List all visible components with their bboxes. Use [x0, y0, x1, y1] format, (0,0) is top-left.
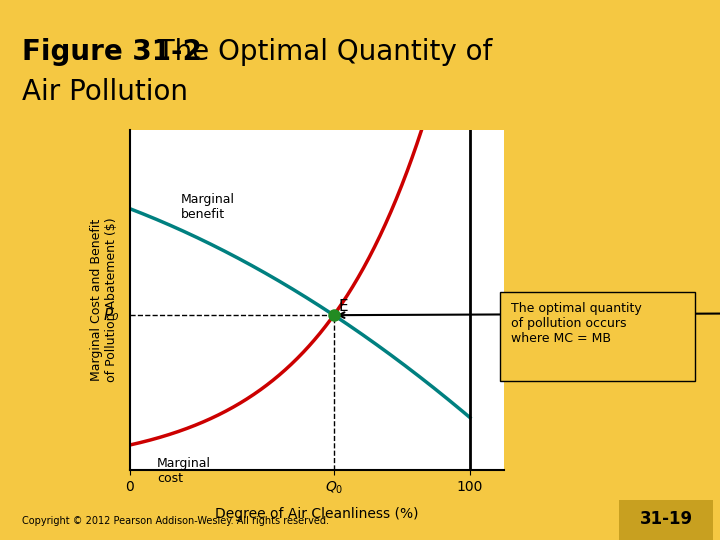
Text: E: E: [339, 299, 348, 314]
Y-axis label: Marginal Cost and Benefit
of Pollution Abatement ($): Marginal Cost and Benefit of Pollution A…: [91, 218, 119, 382]
Text: Marginal
benefit: Marginal benefit: [181, 193, 235, 221]
Text: The optimal quantity
of pollution occurs
where MC = MB: The optimal quantity of pollution occurs…: [511, 302, 642, 346]
Text: Marginal
cost: Marginal cost: [157, 457, 211, 485]
X-axis label: Degree of Air Cleanliness (%): Degree of Air Cleanliness (%): [215, 507, 418, 521]
Text: 31-19: 31-19: [639, 510, 693, 529]
Text: Air Pollution: Air Pollution: [22, 78, 188, 106]
Text: Copyright © 2012 Pearson Addison-Wesley. All rights reserved.: Copyright © 2012 Pearson Addison-Wesley.…: [22, 516, 328, 526]
Text: P₀: P₀: [104, 308, 120, 323]
Text: The Optimal Quantity of: The Optimal Quantity of: [140, 38, 492, 66]
Text: Figure 31-2: Figure 31-2: [22, 38, 202, 66]
